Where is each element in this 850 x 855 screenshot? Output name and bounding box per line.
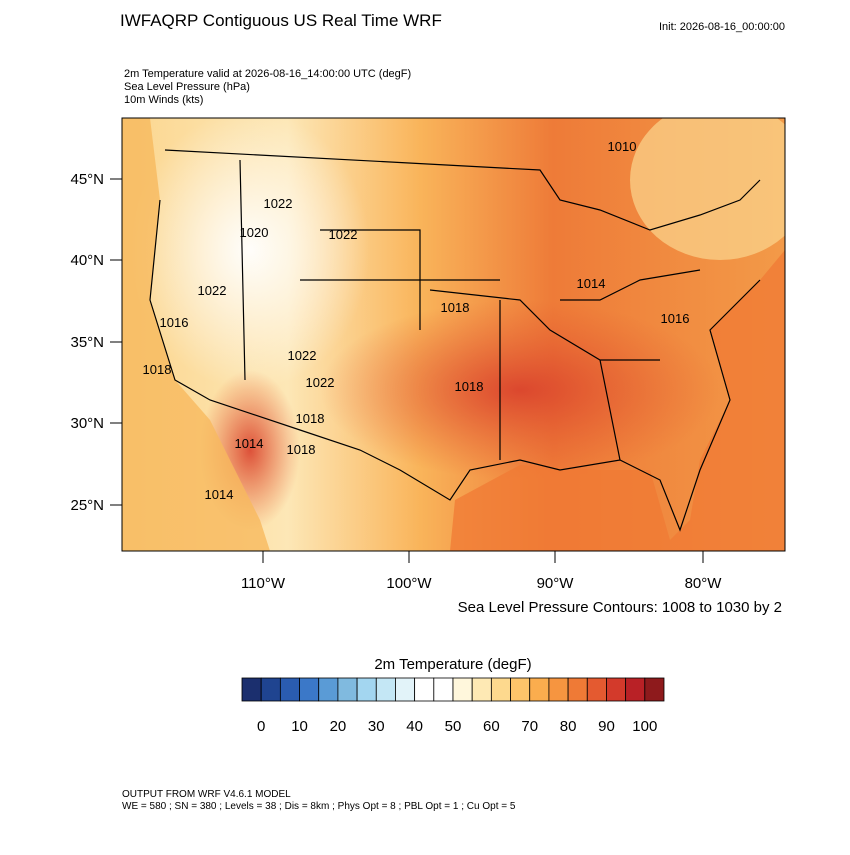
colorbar-box xyxy=(414,677,435,702)
contour-label: 1016 xyxy=(160,315,189,330)
lat-label: 25°N xyxy=(70,497,104,514)
colorbar-box xyxy=(625,677,646,702)
footer-line: WE = 580 ; SN = 380 ; Levels = 38 ; Dis … xyxy=(122,801,516,812)
contour-label: 1014 xyxy=(577,276,606,291)
contour-label: 1014 xyxy=(235,436,264,451)
pacific xyxy=(122,118,270,551)
colorbar-box xyxy=(471,677,492,702)
colorbar-tick-label: 70 xyxy=(521,718,538,735)
lat-label: 45°N xyxy=(70,171,104,188)
contour-label: 1018 xyxy=(287,442,316,457)
colorbar-tick-label: 80 xyxy=(560,718,577,735)
field-label: Sea Level Pressure (hPa) xyxy=(124,81,250,93)
colorbar-box xyxy=(548,677,569,702)
cool-area xyxy=(130,118,370,390)
field-label: 2m Temperature valid at 2026-08-16_14:00… xyxy=(124,68,411,80)
colorbar-title: 2m Temperature (degF) xyxy=(374,656,531,673)
colorbar-box xyxy=(337,677,358,702)
contour-label: 1014 xyxy=(205,487,234,502)
colorbar-box xyxy=(567,677,588,702)
gulf-atlantic xyxy=(450,250,785,551)
lon-label: 90°W xyxy=(537,575,575,592)
contour-label: 1018 xyxy=(143,362,172,377)
colorbar-box xyxy=(299,677,320,702)
map xyxy=(122,118,785,551)
contour-label: 1022 xyxy=(288,348,317,363)
lon-label: 110°W xyxy=(241,575,286,592)
colorbar-tick-label: 20 xyxy=(330,718,347,735)
contour-label: 1022 xyxy=(264,196,293,211)
colorbar-box xyxy=(318,677,339,702)
colorbar-box xyxy=(490,677,511,702)
warm-area xyxy=(320,300,720,480)
borders xyxy=(149,149,761,532)
footer-line: OUTPUT FROM WRF V4.6.1 MODEL xyxy=(122,789,291,800)
contour-label: 1010 xyxy=(608,139,637,154)
colorbar-tick-label: 50 xyxy=(445,718,462,735)
init-time: Init: 2026-08-16_00:00:00 xyxy=(659,21,785,33)
lat-label: 40°N xyxy=(70,252,104,269)
colorbar-box xyxy=(433,677,454,702)
contour-label: 1022 xyxy=(306,375,335,390)
contour-label: 1020 xyxy=(240,225,269,240)
colorbar-box xyxy=(375,677,396,702)
contour-label: 1018 xyxy=(296,411,325,426)
cool-area xyxy=(630,118,785,260)
colorbar-box xyxy=(586,677,607,702)
colorbar-box xyxy=(606,677,627,702)
colorbar-box xyxy=(395,677,416,702)
contour-label: 1016 xyxy=(661,311,690,326)
colorbar: 0 10 20 30 40 50 60 70 80 90 100 xyxy=(241,677,665,735)
colorbar-tick-label: 100 xyxy=(632,718,657,735)
contour-label: 1022 xyxy=(329,227,358,242)
map-frame xyxy=(121,117,786,552)
lon-label: 100°W xyxy=(386,575,432,592)
colorbar-tick-label: 30 xyxy=(368,718,385,735)
colorbar-box xyxy=(260,677,281,702)
colorbar-tick-label: 40 xyxy=(406,718,423,735)
colorbar-box xyxy=(529,677,550,702)
colorbar-tick-label: 60 xyxy=(483,718,500,735)
colorbar-tick-label: 10 xyxy=(291,718,308,735)
lat-label: 30°N xyxy=(70,415,104,432)
contour-label: 1018 xyxy=(455,379,484,394)
contour-label: 1018 xyxy=(441,300,470,315)
contour-note: Sea Level Pressure Contours: 1008 to 103… xyxy=(458,599,782,616)
field-label: 10m Winds (kts) xyxy=(124,94,203,106)
colorbar-box xyxy=(279,677,300,702)
colorbar-box xyxy=(452,677,473,702)
colorbar-box xyxy=(510,677,531,702)
lon-label: 80°W xyxy=(685,575,723,592)
colorbar-box xyxy=(356,677,377,702)
colorbar-tick-label: 0 xyxy=(257,718,265,735)
colorbar-box xyxy=(644,677,665,702)
title: IWFAQRP Contiguous US Real Time WRF xyxy=(120,11,442,30)
colorbar-box xyxy=(241,677,262,702)
contour-label: 1022 xyxy=(198,283,227,298)
lat-label: 35°N xyxy=(70,334,104,351)
colorbar-tick-label: 90 xyxy=(598,718,615,735)
